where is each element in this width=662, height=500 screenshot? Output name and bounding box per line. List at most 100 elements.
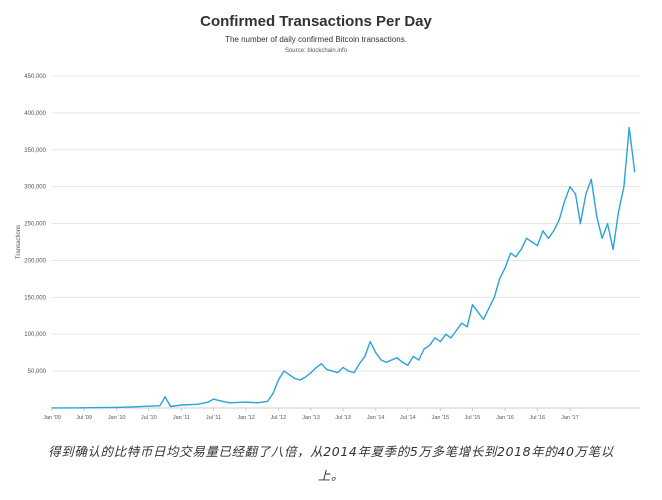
x-tick-label: Jan '17	[561, 415, 579, 421]
data-point	[401, 361, 404, 363]
data-point	[558, 219, 560, 221]
x-tick-label: Jul '12	[271, 415, 287, 421]
data-point	[299, 379, 301, 381]
x-tick-label: Jul '09	[76, 415, 92, 421]
y-tick-label: 150,000	[24, 295, 46, 301]
data-point	[51, 407, 53, 409]
data-point	[423, 348, 425, 350]
data-point	[407, 364, 409, 366]
chart-source: Source: blockchain.info	[285, 48, 348, 54]
data-point	[455, 329, 457, 332]
data-point	[272, 392, 274, 394]
data-point	[601, 237, 603, 239]
data-point	[547, 237, 550, 239]
data-point	[429, 344, 431, 346]
data-point	[315, 366, 318, 368]
data-point	[358, 363, 360, 365]
data-point	[331, 370, 333, 372]
data-point	[283, 370, 285, 372]
data-point	[590, 178, 592, 180]
y-tick-label: 100,000	[24, 332, 46, 338]
x-tick-label: Jul '10	[141, 415, 157, 421]
y-tick-label: 250,000	[24, 222, 46, 228]
data-point	[579, 223, 582, 225]
x-tick-label: Jan '15	[432, 415, 450, 421]
data-point	[375, 352, 377, 354]
data-point	[499, 278, 501, 280]
data-point	[196, 403, 198, 405]
chart-title: Confirmed Transactions Per Day	[200, 13, 432, 30]
x-tick-label: Jul '11	[206, 415, 221, 421]
caption-line-2: 上。	[317, 468, 345, 483]
data-point	[536, 245, 539, 247]
y-tick-label: 50,000	[28, 369, 47, 375]
data-point	[369, 341, 371, 343]
data-point	[450, 337, 452, 339]
data-point	[628, 127, 630, 129]
data-point	[445, 333, 447, 335]
grid	[52, 75, 640, 409]
data-point	[159, 405, 161, 407]
data-point	[67, 407, 69, 409]
x-tick-label: Jan '13	[302, 415, 320, 421]
data-point	[342, 366, 344, 368]
data-point	[116, 406, 118, 408]
caption: 得到确认的比特币日均交易量已经翻了八倍，从2014年夏季的5万多笔增长到2018…	[12, 440, 650, 488]
data-point	[563, 200, 566, 202]
data-point	[391, 359, 393, 361]
x-axis-ticks: Jan '09 Jul '09 Jan '10 Jul '10 Jan '11 Jul '…	[43, 408, 579, 421]
data-point	[348, 370, 350, 372]
y-tick-label: 400,000	[24, 111, 46, 117]
data-point	[396, 357, 398, 359]
x-tick-label: Jul '15	[465, 415, 481, 421]
data-point	[385, 361, 387, 363]
data-point	[229, 402, 231, 404]
data-point	[466, 326, 468, 328]
data-point	[569, 186, 571, 188]
data-point	[304, 376, 307, 378]
data-point	[510, 252, 512, 254]
y-axis-ticks: 50,000 100,000 150,000 200,000 250,000 300,00…	[24, 74, 46, 375]
data-point	[326, 369, 328, 371]
data-point	[337, 372, 339, 374]
data-point	[245, 401, 247, 403]
series-layer	[51, 126, 636, 409]
data-point	[83, 407, 85, 409]
data-point	[623, 186, 625, 188]
data-point	[99, 407, 101, 409]
data-point	[320, 363, 322, 365]
data-point	[164, 396, 166, 398]
data-point	[353, 372, 355, 374]
data-point	[471, 304, 474, 306]
data-point	[553, 230, 555, 232]
data-point	[531, 241, 533, 243]
data-point	[617, 211, 620, 214]
x-tick-label: Jan '12	[237, 415, 255, 421]
chart-subtitle: The number of daily confirmed Bitcoin tr…	[225, 35, 407, 44]
data-point	[364, 355, 366, 357]
data-point	[132, 406, 134, 408]
data-point	[488, 307, 490, 309]
data-point	[542, 230, 544, 232]
x-tick-label: Jan '09	[43, 415, 61, 421]
data-point	[294, 377, 296, 380]
x-tick-label: Jul '16	[529, 415, 545, 421]
data-point	[434, 337, 436, 339]
data-point	[212, 398, 215, 400]
data-point	[634, 171, 636, 173]
data-point	[277, 379, 279, 381]
data-point	[504, 267, 506, 269]
chart: Confirmed Transactions Per Day The numbe…	[16, 13, 640, 421]
data-point	[412, 355, 414, 357]
data-point	[477, 311, 479, 313]
y-tick-label: 450,000	[24, 74, 46, 80]
data-point	[525, 237, 528, 239]
data-point	[180, 404, 182, 406]
transactions-chart: Confirmed Transactions Per Day The numbe…	[16, 13, 640, 421]
data-point	[256, 402, 258, 404]
data-point	[515, 256, 517, 258]
data-point	[612, 248, 614, 250]
data-point	[520, 248, 522, 250]
y-tick-label: 200,000	[24, 258, 46, 264]
data-point	[170, 405, 172, 408]
